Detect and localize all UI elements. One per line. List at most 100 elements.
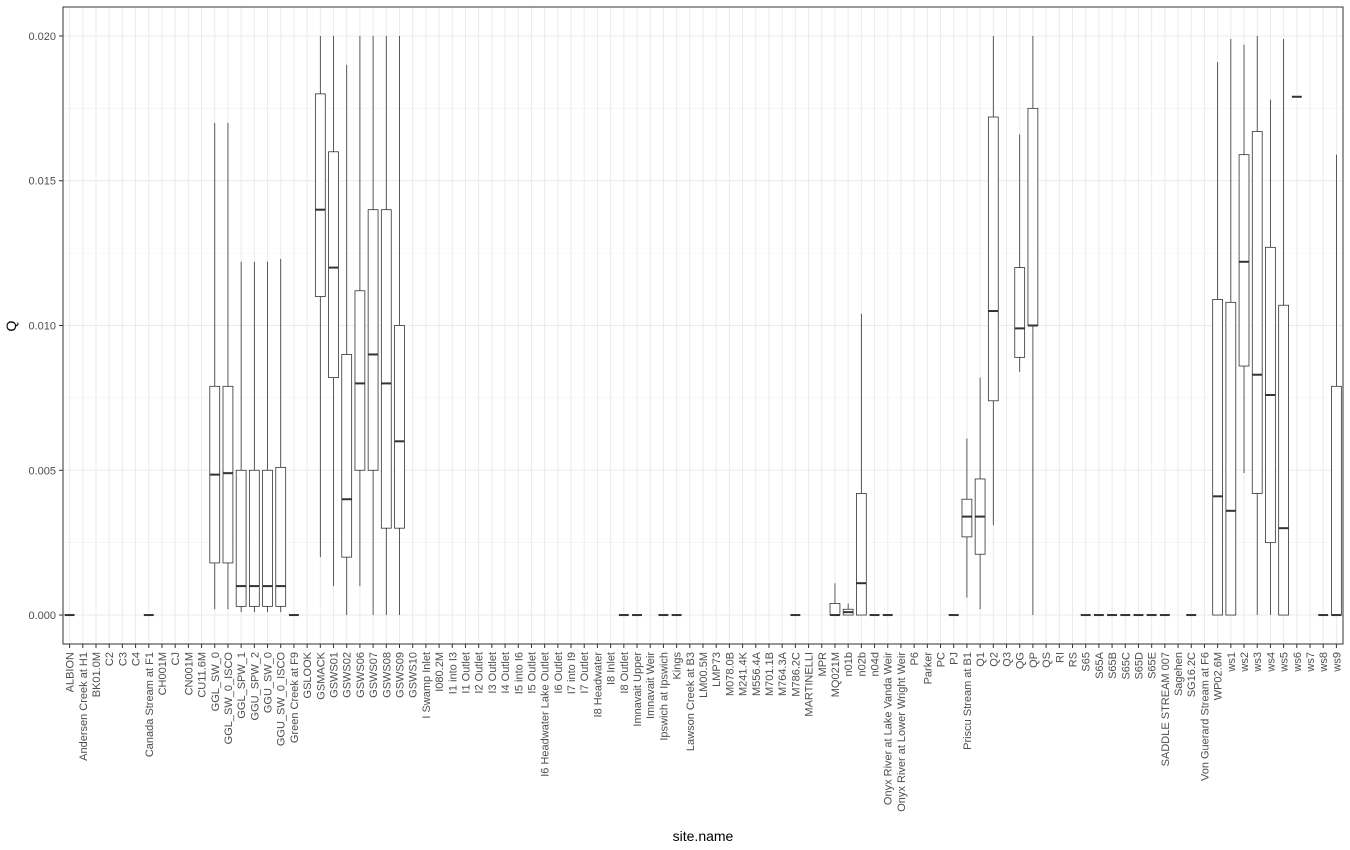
box-gsws01: [328, 35, 339, 587]
x-tick-label: GSWS07: [368, 652, 380, 698]
box-gsws06: [354, 35, 366, 587]
y-tick-label: 0.015: [28, 176, 56, 188]
box-iqr: [987, 116, 999, 402]
x-tick-label: n02b: [856, 652, 868, 676]
x-tick-label: GGL_SW_0: [210, 652, 222, 711]
x-tick-label: CN001M: [183, 652, 195, 695]
box-gsws08: [380, 35, 392, 616]
x-tick-label: GSWS02: [342, 652, 354, 698]
x-tick-label: GSWS08: [381, 652, 393, 698]
box-iqr: [235, 469, 247, 607]
x-tick-label: Q2: [988, 652, 1000, 667]
x-tick-label: S65B: [1107, 652, 1119, 679]
box-iqr: [829, 603, 841, 616]
box-ws5: [1278, 38, 1289, 616]
y-axis: 0.000 0.005 0.010 0.015 0.020: [28, 31, 63, 622]
x-tick-label: GGU_SPW_2: [249, 652, 261, 720]
x-tick-label: Andersen Creek at H1: [78, 652, 90, 761]
x-tick-label: CH001M: [157, 652, 169, 695]
y-tick-label: 0.010: [28, 321, 56, 333]
x-tick-label: Priscu Stream at B1: [962, 652, 974, 750]
box-gsws02: [341, 64, 353, 616]
x-tick-label: S65: [1081, 652, 1093, 672]
x-tick-label: Imnavait Upper: [632, 652, 644, 727]
box-iqr: [1251, 131, 1263, 494]
y-tick-label: 0.020: [28, 31, 56, 43]
box-iqr: [314, 93, 326, 297]
box-iqr: [275, 466, 287, 607]
box-iqr: [1014, 267, 1026, 358]
box-iqr: [222, 385, 234, 564]
x-tick-label: ws2: [1239, 652, 1251, 673]
x-tick-label: BK01.0M: [91, 652, 103, 697]
x-tick-label: I8 Outlet: [619, 652, 631, 694]
x-axis-title: site.name: [673, 828, 734, 844]
x-tick-label: GGL_SPW_1: [236, 652, 248, 719]
x-tick-label: C2: [104, 652, 116, 666]
x-tick-label: I2 Outlet: [474, 652, 486, 694]
x-tick-label: C4: [131, 652, 143, 666]
x-tick-label: QG: [1015, 652, 1027, 669]
box-iqr: [248, 469, 260, 607]
x-tick-label: I080.2M: [434, 652, 446, 692]
x-tick-label: M701.1B: [764, 652, 776, 696]
x-tick-label: Sagehen: [1173, 652, 1185, 696]
box-ws4: [1265, 99, 1276, 616]
x-tick-label: GSLOOK: [302, 651, 314, 698]
x-tick-label: S65E: [1147, 652, 1159, 679]
box-ws2: [1238, 44, 1250, 474]
box-iqr: [394, 325, 405, 529]
box-iqr: [1238, 154, 1250, 367]
box-layer: [64, 35, 1342, 617]
x-tick-label: ws6: [1292, 652, 1304, 673]
box-ggl-sw-0: [209, 122, 221, 610]
x-tick-label: M786.2C: [790, 652, 802, 697]
x-tick-label: GSWS01: [329, 652, 341, 698]
x-tick-label: M764.3A: [777, 651, 789, 696]
x-tick-label: I Swamp Inlet: [421, 652, 433, 719]
box-iqr: [1278, 304, 1289, 616]
x-tick-label: PJ: [949, 652, 961, 665]
x-tick-label: CU11.6M: [197, 652, 209, 698]
box-ggu-sw-0: [262, 261, 273, 613]
x-tick-label: S65D: [1133, 652, 1145, 680]
y-axis-title: Q: [3, 320, 19, 331]
x-tick-label: QS: [1041, 652, 1053, 668]
x-tick-label: I6 Outlet: [553, 652, 565, 694]
x-tick-label: I7 Outlet: [579, 652, 591, 694]
x-tick-label: I3 Outlet: [487, 652, 499, 694]
x-tick-label: MQ021M: [830, 652, 842, 697]
x-tick-label: I5 into I6: [513, 652, 525, 694]
x-tick-label: GSWS09: [394, 652, 406, 698]
box-qg: [1014, 134, 1026, 372]
box-priscu-stream-at-b1: [961, 438, 973, 598]
x-tick-label: I1 into I3: [447, 652, 459, 694]
box-iqr: [262, 469, 273, 607]
x-tick-label: I8 Inlet: [606, 652, 618, 685]
x-tick-label: ws1: [1226, 652, 1238, 673]
x-tick-label: S65A: [1094, 651, 1106, 679]
box-n01b: [842, 603, 854, 616]
x-tick-label: LM00.5M: [698, 652, 710, 698]
x-tick-label: Ipswich at Ipswich: [658, 652, 670, 741]
x-tick-label: QP: [1028, 652, 1040, 668]
y-tick-label: 0.000: [28, 610, 56, 622]
x-tick-label: I1 Outlet: [460, 652, 472, 694]
box-iqr: [1331, 385, 1342, 616]
x-tick-label: Parker: [922, 652, 934, 685]
x-tick-label: Q3: [1002, 652, 1014, 667]
x-tick-label: Q1: [975, 652, 987, 667]
x-tick-label: RI: [1054, 652, 1066, 663]
x-tick-label: Kings: [672, 652, 684, 680]
box-gsws09: [394, 35, 405, 616]
box-mq021m: [829, 583, 841, 617]
x-tick-label: M556.4A: [751, 651, 763, 696]
box-iqr: [367, 209, 379, 471]
x-tick-label: ALBION: [65, 652, 77, 692]
x-tick-label: M078.0B: [724, 652, 736, 696]
x-axis: ALBION Andersen Creek at H1 BK01.0M C2 C3 C4 C…: [65, 644, 1343, 812]
x-tick-label: ws4: [1265, 652, 1277, 673]
box-iqr: [961, 498, 973, 538]
x-tick-label: n01b: [843, 652, 855, 676]
